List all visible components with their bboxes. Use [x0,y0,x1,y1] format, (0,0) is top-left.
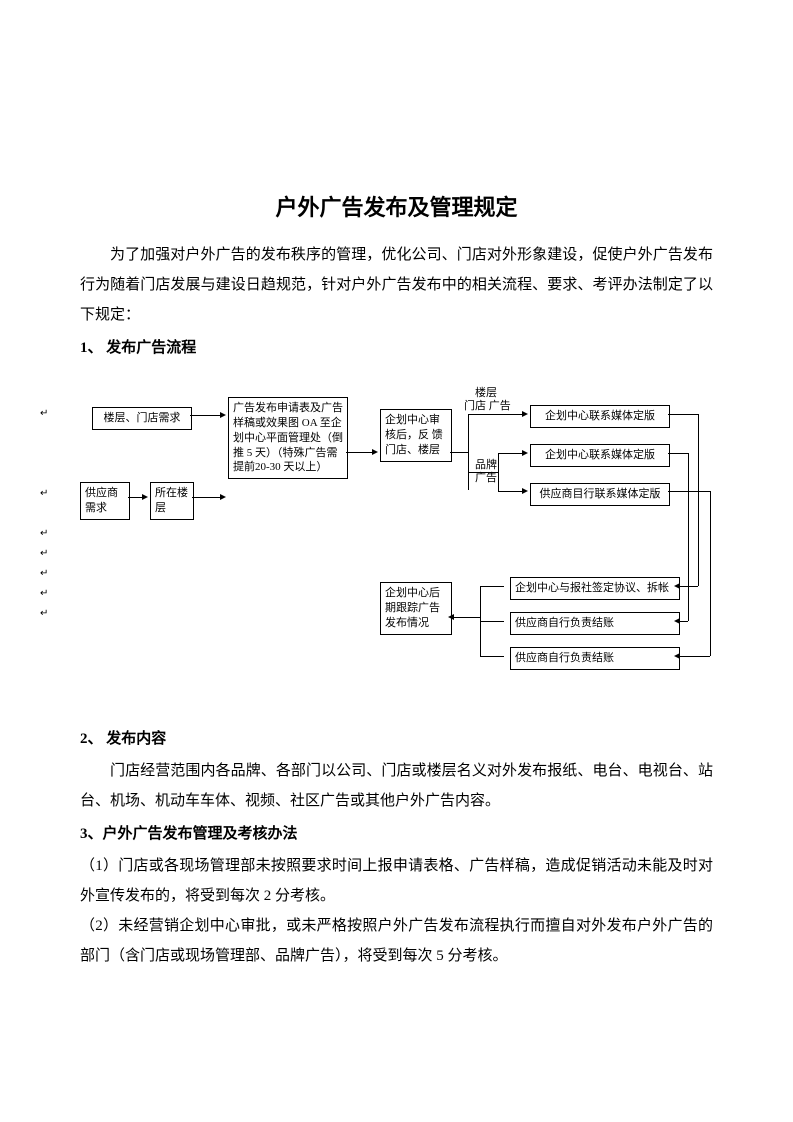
node-floor: 所在楼层 [150,482,194,520]
node-store-demand: 楼层、门店需求 [92,407,192,430]
node-settle-2: 供应商自行负责结账 [510,612,680,635]
section-3-heading: 3、户外广告发布管理及考核办法 [80,822,713,843]
label-floor-ad-a: 楼层 [475,387,497,400]
section-3-item-1: （1）门店或各现场管理部未按照要求时间上报申请表格、广告样稿，造成促销活动未能及… [80,851,713,911]
section-2-heading: 2、 发布内容 [80,727,713,748]
page-title: 户外广告发布及管理规定 [80,190,713,222]
section-2-body: 门店经营范围内各品牌、各部门以公司、门店或楼层名义对外发布报纸、电台、电视台、站… [80,756,713,816]
label-brand-ad-b: 广告 [475,472,497,485]
section-1-heading: 1、 发布广告流程 [80,336,713,357]
node-review: 企划中心审核后，反 馈 门店、楼层 [380,409,452,462]
intro-paragraph: 为了加强对户外广告的发布秩序的管理，优化公司、门店对外形象建设，促使户外广告发布… [80,240,713,330]
flowchart: ↵ ↵ ↵ ↵ ↵ ↵ ↵ 楼层、门店需求 供应商需求 所在楼层 广告发布申请表… [80,387,720,707]
page: 户外广告发布及管理规定 为了加强对户外广告的发布秩序的管理，优化公司、门店对外形… [0,0,793,1031]
node-supplier-demand: 供应商需求 [80,482,130,520]
node-settle-1: 企划中心与报社签定协议、拆帐 [510,577,680,600]
section-3-item-2: （2）未经营销企划中心审批，或未严格按照户外广告发布流程执行而擅自对外发布户外广… [80,911,713,971]
node-media-3: 供应商目行联系媒体定版 [530,483,670,506]
node-media-2: 企划中心联系媒体定版 [530,444,670,467]
node-media-1: 企划中心联系媒体定版 [530,405,670,428]
node-settle-3: 供应商自行负责结账 [510,647,680,670]
node-followup: 企划中心后期跟踪广告发布情况 [380,582,452,635]
node-application: 广告发布申请表及广告样稿或效果图 OA 至企划中心平面管理处（倒推 5 天）（特… [228,397,348,479]
label-floor-ad-b: 门店 广告 [464,400,511,413]
label-brand-ad-a: 品牌 [475,459,497,472]
